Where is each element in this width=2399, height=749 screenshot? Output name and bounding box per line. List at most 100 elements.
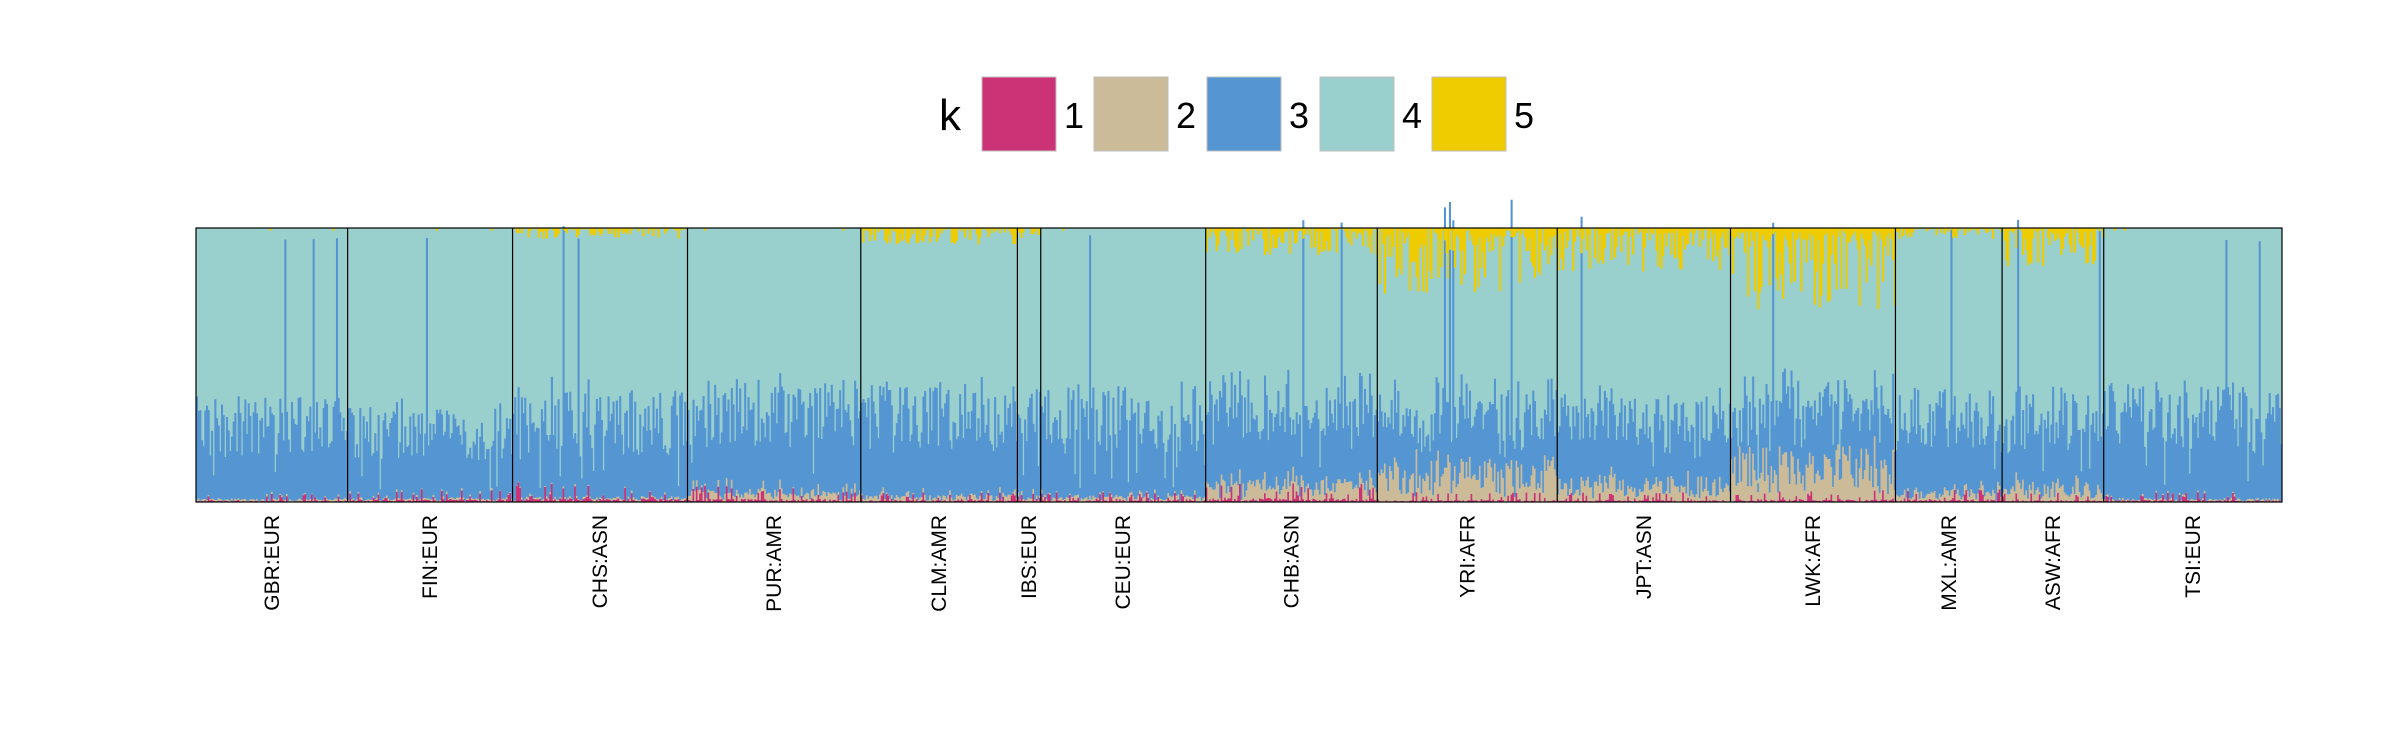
bar-k1: [1600, 500, 1603, 502]
bar-k2: [1563, 483, 1566, 501]
bar-k3: [1545, 414, 1548, 471]
bar-k2: [1300, 475, 1303, 488]
bar-k3: [414, 426, 417, 500]
bar-k2: [1522, 484, 1525, 502]
bar-k2: [562, 486, 565, 489]
bar-k1: [1225, 500, 1228, 502]
bar-k3: [2255, 418, 2258, 499]
bar-k3: [2043, 419, 2046, 485]
bar-k3: [1682, 402, 1685, 488]
bar-k1: [535, 499, 538, 502]
bar-k2: [1179, 500, 1182, 502]
bar-k2: [275, 499, 279, 502]
bar-k5: [615, 228, 618, 231]
bar-k5: [2010, 228, 2013, 231]
bar-k1: [1362, 500, 1365, 502]
bar-k3: [985, 424, 988, 495]
bar-k2: [1930, 491, 1933, 500]
bar-k2: [320, 499, 324, 501]
bar-k2: [1572, 495, 1575, 502]
bar-k3: [2118, 443, 2121, 498]
bar-k3: [1617, 426, 1620, 490]
bar-k3: [1757, 483, 1760, 493]
bar-k1: [517, 482, 520, 502]
bar-k5: [537, 228, 540, 238]
bar-k3: [1275, 413, 1278, 477]
bar-k2: [1932, 492, 1935, 501]
bar-k5: [1032, 228, 1035, 235]
bar-k5: [1833, 228, 1836, 264]
bar-k2: [879, 494, 882, 501]
bar-k3: [1320, 430, 1323, 481]
bar-k5: [867, 228, 870, 232]
bar-k3: [1630, 408, 1633, 487]
bar-k5: [1720, 228, 1723, 238]
bar-k5: [1560, 228, 1563, 259]
bar-k2: [987, 490, 990, 493]
bar-k3: [232, 421, 235, 502]
bar-k2: [1590, 487, 1593, 502]
bar-k2: [2108, 500, 2111, 502]
bar-k3: [2125, 412, 2128, 500]
bar-k2: [585, 495, 588, 497]
bar-k2: [592, 499, 595, 502]
bar-k2: [1585, 480, 1588, 496]
bar-k2: [1518, 488, 1521, 500]
bar-k2: [2077, 478, 2080, 497]
bar-k2: [1490, 467, 1493, 502]
legend-label-3: 3: [1289, 95, 1309, 136]
bar-k5: [650, 228, 653, 230]
bar-k5: [1229, 228, 1232, 232]
bar-k3: [1860, 413, 1863, 449]
bar-k3: [312, 239, 315, 500]
bar-k3: [672, 396, 675, 501]
bar-k5: [1927, 228, 1930, 230]
bar-k3: [425, 238, 428, 499]
bar-k3: [2145, 465, 2148, 498]
bar-k2: [880, 491, 883, 496]
bar-k2: [887, 494, 890, 496]
bar-k3: [1988, 390, 1991, 494]
bar-k3: [595, 398, 598, 498]
bar-k2: [2250, 499, 2253, 502]
bar-k1: [1930, 499, 1933, 502]
bar-k3: [980, 376, 983, 491]
bar-k1: [644, 499, 647, 502]
bar-k2: [1210, 487, 1213, 501]
bar-k3: [2143, 446, 2146, 499]
bar-k3: [1407, 416, 1410, 493]
bar-k3: [619, 396, 622, 499]
bar-k3: [1765, 383, 1768, 448]
bar-k5: [1483, 228, 1486, 278]
bar-k3: [1440, 415, 1443, 477]
bar-k3: [1305, 406, 1308, 487]
bar-k5: [1672, 228, 1675, 233]
bar-k2: [370, 499, 374, 502]
bar-k5: [1667, 228, 1670, 234]
bar-k1: [590, 499, 593, 502]
bar-k3: [1563, 394, 1566, 483]
bar-k1: [1715, 500, 1718, 502]
bar-k2: [967, 496, 970, 501]
bar-k3: [365, 421, 369, 500]
bar-k5: [1263, 228, 1267, 256]
bar-k3: [327, 447, 330, 500]
bar-k3: [1065, 438, 1068, 498]
bar-k3: [930, 430, 933, 501]
bar-k2: [1488, 458, 1491, 494]
bar-k1: [1140, 497, 1143, 502]
bar-k2: [214, 500, 217, 502]
bar-k2: [1144, 496, 1147, 502]
bar-k3: [1020, 433, 1023, 491]
bar-k3: [1963, 428, 1966, 486]
bar-k2: [274, 498, 277, 502]
bar-k5: [1277, 228, 1280, 238]
bar-k5: [1268, 228, 1272, 255]
bar-k5: [1982, 228, 1985, 230]
bar-k3: [1733, 407, 1736, 457]
bar-k2: [1069, 493, 1072, 496]
bar-k3: [1147, 400, 1150, 495]
bar-k5: [1307, 228, 1310, 235]
bar-k1: [1690, 499, 1693, 502]
bar-k2: [1848, 445, 1851, 500]
